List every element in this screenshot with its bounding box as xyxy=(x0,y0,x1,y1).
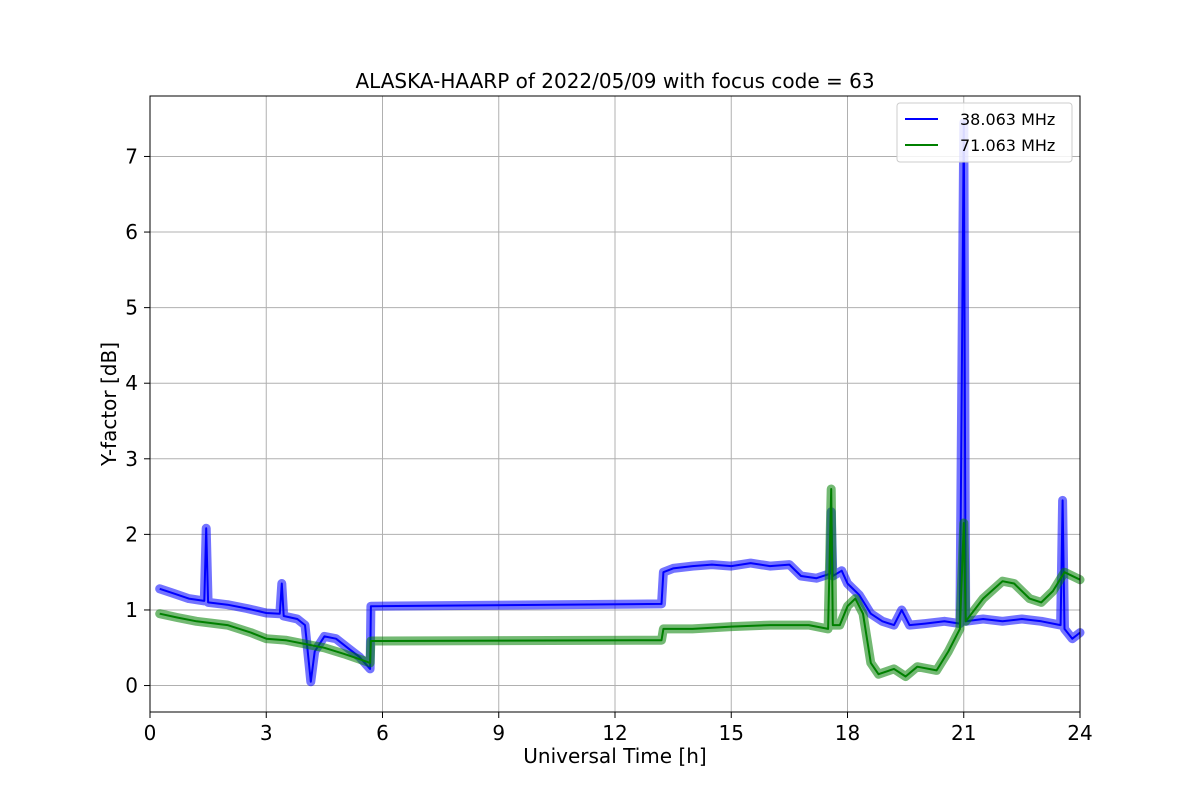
y-tick-label: 4 xyxy=(125,371,138,395)
x-tick-label: 21 xyxy=(951,721,976,745)
series-line-1 xyxy=(159,488,1081,678)
y-tick-label: 7 xyxy=(125,144,138,168)
legend-label-71mhz: 71.063 MHz xyxy=(960,136,1055,155)
x-axis-label: Universal Time [h] xyxy=(523,744,706,768)
x-tick-label: 12 xyxy=(602,721,627,745)
x-tick-label: 3 xyxy=(260,721,273,745)
x-tick-label: 0 xyxy=(144,721,157,745)
x-tick-label: 6 xyxy=(376,721,389,745)
y-tick-label: 3 xyxy=(125,447,138,471)
series-line-0 xyxy=(159,121,1081,683)
y-tick-label: 2 xyxy=(125,522,138,546)
series-layer xyxy=(155,118,1085,687)
x-tick-label: 9 xyxy=(492,721,505,745)
y-tick-label: 6 xyxy=(125,220,138,244)
chart-title: ALASKA-HAARP of 2022/05/09 with focus co… xyxy=(355,69,874,93)
legend: 38.063 MHz 71.063 MHz xyxy=(896,102,1073,163)
legend-label-38mhz: 38.063 MHz xyxy=(960,110,1055,129)
x-tick-label: 18 xyxy=(835,721,860,745)
x-tick-label: 15 xyxy=(719,721,744,745)
legend-box xyxy=(896,102,1073,163)
y-tick-label: 0 xyxy=(125,674,138,698)
y-axis-label: Y-factor [dB] xyxy=(97,342,121,467)
x-tick-label: 24 xyxy=(1067,721,1092,745)
y-tick-label: 5 xyxy=(125,296,138,320)
y-tick-label: 1 xyxy=(125,598,138,622)
